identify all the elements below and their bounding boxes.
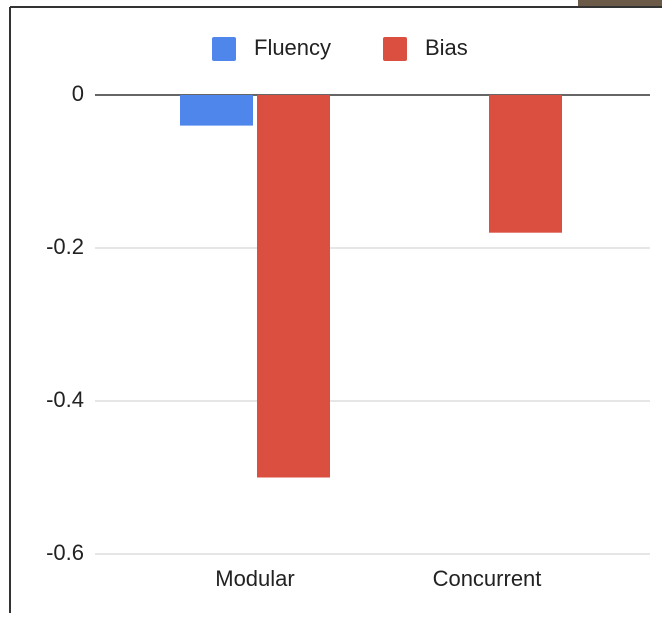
page: {"chart_data": {"type": "bar", "categori… [0, 0, 662, 618]
y-tick-label: -0.2 [46, 234, 84, 259]
legend-label: Bias [425, 35, 468, 60]
bar [180, 95, 253, 126]
x-tick-label: Concurrent [433, 566, 542, 591]
y-tick-label: -0.4 [46, 387, 84, 412]
legend-swatch [212, 37, 236, 61]
chart: 0 -0.2 -0.4 -0.6 Modular Concurrent Fluency Bia… [0, 0, 662, 613]
background [0, 0, 662, 613]
y-tick-label: 0 [72, 81, 84, 106]
bar [257, 95, 330, 478]
legend-swatch [383, 37, 407, 61]
bar [489, 95, 562, 233]
y-tick-label: -0.6 [46, 540, 84, 565]
legend-label: Fluency [254, 35, 331, 60]
x-tick-label: Modular [215, 566, 294, 591]
corner-thumbnail [578, 0, 662, 6]
